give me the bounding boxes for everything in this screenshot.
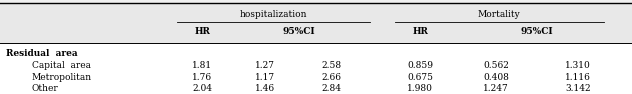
Text: 2.66: 2.66	[322, 73, 342, 82]
Text: 2.58: 2.58	[322, 61, 342, 70]
Text: 0.408: 0.408	[483, 73, 509, 82]
Text: Other: Other	[32, 84, 58, 93]
Text: 1.46: 1.46	[255, 84, 276, 93]
Text: 1.980: 1.980	[408, 84, 433, 93]
Text: 1.116: 1.116	[566, 73, 591, 82]
Text: HR: HR	[412, 27, 428, 36]
Text: 1.27: 1.27	[255, 61, 276, 70]
Text: 0.675: 0.675	[407, 73, 434, 82]
Text: Metropolitan: Metropolitan	[32, 73, 92, 82]
Text: 3.142: 3.142	[566, 84, 591, 93]
Text: 2.04: 2.04	[192, 84, 212, 93]
Text: 0.562: 0.562	[483, 61, 509, 70]
Text: 1.310: 1.310	[566, 61, 591, 70]
FancyBboxPatch shape	[0, 3, 632, 43]
Text: Capital  area: Capital area	[32, 61, 90, 70]
Text: Residual  area: Residual area	[6, 49, 78, 58]
Text: 95%CI: 95%CI	[521, 27, 554, 36]
Text: 95%CI: 95%CI	[283, 27, 315, 36]
Text: 1.17: 1.17	[255, 73, 276, 82]
Text: HR: HR	[194, 27, 210, 36]
Text: 0.859: 0.859	[407, 61, 434, 70]
FancyBboxPatch shape	[0, 43, 632, 94]
Text: hospitalization: hospitalization	[240, 10, 307, 19]
Text: 1.81: 1.81	[192, 61, 212, 70]
Text: 2.84: 2.84	[322, 84, 342, 93]
Text: 1.76: 1.76	[192, 73, 212, 82]
Text: Mortality: Mortality	[478, 10, 521, 19]
Text: 1.247: 1.247	[483, 84, 509, 93]
